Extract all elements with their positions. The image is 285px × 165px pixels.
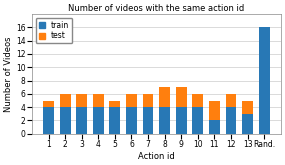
Bar — [176, 87, 187, 107]
Bar — [159, 107, 170, 134]
Bar — [76, 107, 87, 134]
Bar — [259, 27, 270, 134]
Bar — [143, 94, 153, 107]
Bar — [43, 107, 54, 134]
Bar — [192, 107, 203, 134]
Bar — [225, 94, 236, 107]
Bar — [109, 100, 120, 107]
X-axis label: Action id: Action id — [138, 152, 175, 161]
Bar — [176, 107, 187, 134]
Bar — [43, 100, 54, 107]
Bar — [225, 107, 236, 134]
Legend: train, test: train, test — [36, 18, 72, 43]
Bar — [242, 114, 253, 134]
Bar — [93, 107, 104, 134]
Bar — [76, 94, 87, 107]
Bar — [60, 107, 70, 134]
Y-axis label: Number of Videos: Number of Videos — [4, 36, 13, 112]
Bar — [143, 107, 153, 134]
Bar — [159, 87, 170, 107]
Bar — [209, 120, 220, 134]
Bar — [126, 94, 137, 107]
Bar — [60, 94, 70, 107]
Bar — [242, 100, 253, 114]
Bar — [109, 107, 120, 134]
Bar — [93, 94, 104, 107]
Bar — [209, 100, 220, 120]
Bar — [126, 107, 137, 134]
Title: Number of videos with the same action id: Number of videos with the same action id — [68, 4, 245, 13]
Bar — [192, 94, 203, 107]
